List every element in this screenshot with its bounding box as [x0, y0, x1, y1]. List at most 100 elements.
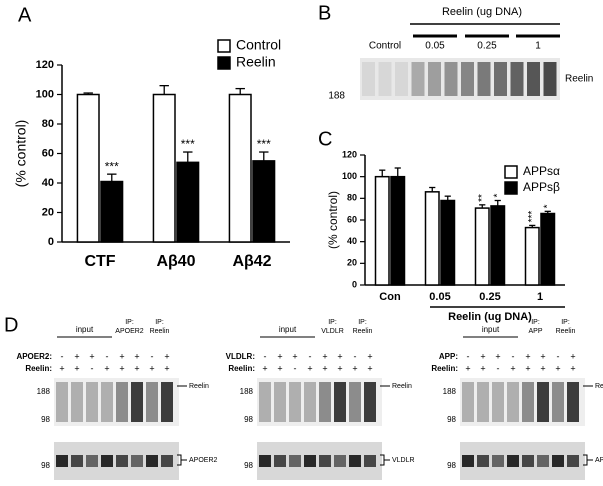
error-bar [107, 173, 117, 182]
sign: + [104, 363, 109, 373]
blot-lane [507, 455, 519, 467]
mw-marker: 188 [328, 91, 345, 102]
blot-lane [304, 455, 316, 467]
bar [424, 191, 440, 286]
ip-label: Reelin [556, 328, 576, 335]
error-bar [379, 169, 386, 177]
y-tick-label: 20 [347, 258, 357, 268]
row-label: Reelin: [25, 364, 52, 373]
blot-lane [56, 382, 68, 422]
sign: + [480, 351, 485, 361]
blot-lane [527, 62, 540, 96]
blot-lane [349, 382, 361, 422]
mw-marker: 98 [41, 461, 50, 470]
y-tick-label: 60 [42, 147, 54, 159]
blot-lane [510, 62, 524, 96]
bar [374, 175, 390, 286]
blot-lane [552, 382, 564, 422]
blot-lane [543, 62, 557, 96]
legend-swatch [217, 39, 231, 53]
sign: - [512, 351, 515, 361]
mw-marker: 188 [443, 387, 457, 396]
y-axis-title: (% control) [13, 120, 29, 188]
sign: + [307, 363, 312, 373]
ip-label: IP: [531, 319, 540, 326]
sign: + [89, 351, 94, 361]
sign: + [119, 351, 124, 361]
bar [252, 160, 276, 243]
blot-lane [537, 455, 549, 467]
blot-lane [86, 382, 98, 422]
bar [524, 226, 540, 286]
blot-lane [131, 455, 143, 467]
ip-label: VLDLR [321, 328, 344, 335]
ip-label: Reelin [150, 328, 170, 335]
sign: + [495, 351, 500, 361]
bar [76, 93, 100, 243]
sign: + [540, 351, 545, 361]
x-axis-title: Reelin (ug DNA) [448, 311, 532, 323]
ip-label: IP: [125, 319, 134, 326]
row-label: APOER2: [16, 352, 52, 361]
mw-marker: 188 [240, 387, 254, 396]
error-bar [429, 186, 436, 192]
sign: + [134, 363, 139, 373]
blot-lane [428, 62, 441, 96]
band-bracket [583, 454, 593, 466]
y-tick-label: 20 [42, 206, 54, 218]
ip-label: APOER2 [115, 328, 144, 335]
ip-label: Reelin [353, 328, 373, 335]
blot-lane [56, 455, 68, 467]
blot-lane [289, 382, 301, 422]
sign: + [322, 351, 327, 361]
bar [474, 207, 490, 286]
legend-swatch [504, 165, 518, 179]
blot-lane [444, 62, 458, 96]
input-label: input [482, 325, 500, 334]
x-tick-label: 0.25 [479, 291, 500, 303]
lane-label: Control [369, 41, 401, 52]
blot-lane [161, 382, 173, 422]
significance: *** [527, 211, 538, 223]
ip-label: IP: [155, 319, 164, 326]
ip-label: IP: [358, 319, 367, 326]
blot-lane [274, 382, 286, 422]
sign: - [294, 363, 297, 373]
legend-label: Control [236, 37, 281, 53]
sign: + [352, 363, 357, 373]
error-bar [444, 195, 451, 201]
sign: + [277, 351, 282, 361]
sign: + [465, 363, 470, 373]
sign: - [557, 351, 560, 361]
y-tick-label: 80 [42, 118, 54, 130]
panel-letter: A [18, 4, 32, 26]
blot-lane [116, 455, 128, 467]
legend-swatch [504, 181, 518, 195]
sign: - [106, 351, 109, 361]
blot-lane [477, 62, 491, 96]
sign: - [354, 351, 357, 361]
blot-lane [334, 382, 346, 422]
blot-lane [537, 382, 549, 422]
error-bar [479, 204, 486, 209]
sign: + [292, 351, 297, 361]
sign: - [61, 351, 64, 361]
blot-lane [461, 62, 474, 96]
sign: + [262, 363, 267, 373]
legend-label: Reelin [236, 54, 276, 70]
sign: - [497, 363, 500, 373]
legend-label: APPsα [523, 164, 560, 178]
sign: + [59, 363, 64, 373]
blot-lane [477, 382, 489, 422]
blot-lane [131, 382, 143, 422]
x-tick-label: 1 [537, 291, 543, 303]
lane-label: 1 [535, 41, 541, 52]
row-label: Reelin: [431, 364, 458, 373]
y-tick-label: 120 [342, 149, 357, 159]
sign: - [309, 351, 312, 361]
sign: + [570, 363, 575, 373]
sign: + [367, 351, 372, 361]
blot-lane [364, 455, 376, 467]
y-tick-label: 100 [36, 88, 54, 100]
blot-lane [362, 62, 375, 96]
